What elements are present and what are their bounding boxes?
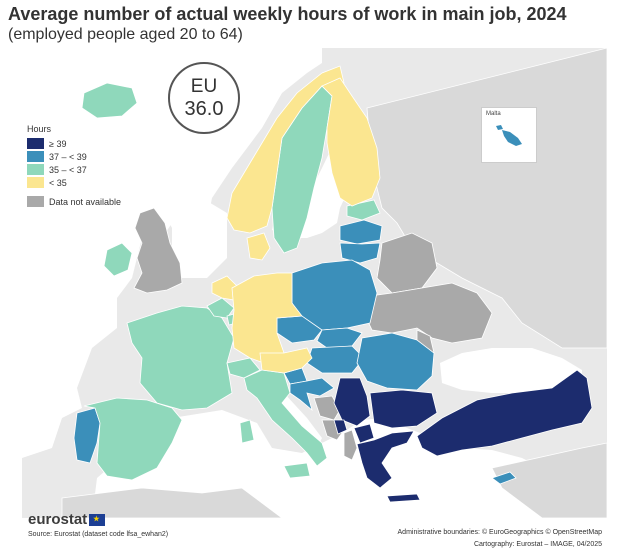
- legend-swatch: [27, 177, 44, 188]
- region-austria: [259, 347, 313, 374]
- europe-map: [22, 48, 607, 518]
- eu-average-value: 36.0: [184, 98, 224, 120]
- region-bulgaria: [369, 389, 438, 429]
- legend-item: 35 – < 37: [27, 163, 121, 176]
- legend-item-na: Data not available: [27, 195, 121, 208]
- legend-swatch: [27, 164, 44, 175]
- north-africa-land: [61, 487, 283, 518]
- map-legend: Hours ≥ 39 37 – < 39 35 – < 37 < 35 Data…: [27, 124, 121, 208]
- region-uk: [133, 207, 183, 294]
- region-bosnia-and-herzegovina: [313, 395, 341, 421]
- legend-swatch: [27, 151, 44, 162]
- map-title: Average number of actual weekly hours of…: [8, 4, 567, 24]
- region-albania: [343, 429, 358, 461]
- admin-boundaries-note: Administrative boundaries: © EuroGeograp…: [397, 529, 602, 536]
- region-turkiye: [416, 369, 593, 457]
- legend-label: ≥ 39: [49, 138, 67, 149]
- eu-flag-icon: ★: [89, 513, 106, 526]
- region-greece-crete: [386, 493, 421, 503]
- region-gozo: [496, 125, 503, 130]
- eu-average-badge: EU 36.0: [168, 62, 240, 134]
- region-germany: [231, 272, 303, 367]
- region-slovakia: [316, 327, 363, 349]
- region-romania: [356, 332, 435, 391]
- legend-label: 37 – < 39: [49, 151, 87, 162]
- legend-label: < 35: [49, 177, 67, 188]
- source-note: Source: Eurostat (dataset code lfsa_ewha…: [28, 531, 169, 538]
- eurostat-logo: eurostat ★: [28, 511, 106, 528]
- malta-inset-map: [496, 125, 522, 146]
- map-subtitle: (employed people aged 20 to 64): [8, 26, 243, 43]
- legend-swatch: [27, 196, 44, 207]
- region-north-macedonia: [353, 423, 375, 444]
- black-sea: [440, 348, 582, 393]
- region-portugal: [73, 407, 101, 464]
- region-lithuania: [339, 242, 381, 264]
- region-denmark: [246, 232, 271, 261]
- region-ireland: [103, 242, 133, 277]
- region-france: [126, 305, 235, 411]
- legend-label: 35 – < 37: [49, 164, 87, 175]
- region-spain: [83, 397, 183, 481]
- legend-swatch: [27, 138, 44, 149]
- region-italy: [243, 369, 328, 467]
- region-croatia: [289, 377, 335, 412]
- region-belgium: [206, 297, 235, 319]
- region-malta: [502, 130, 522, 146]
- legend-item: ≥ 39: [27, 137, 121, 150]
- middle-east-land: [491, 442, 607, 518]
- region-hungary: [306, 345, 365, 374]
- malta-inset: Malta: [481, 107, 537, 163]
- region-serbia: [333, 377, 371, 427]
- region-italy-sardinia: [239, 419, 255, 444]
- cartography-note: Cartography: Eurostat – IMAGE, 04/2025: [473, 541, 602, 548]
- region-italy-sicily: [283, 462, 311, 479]
- region-ukraine: [363, 282, 493, 344]
- eurostat-wordmark: eurostat: [28, 511, 88, 528]
- legend-title: Hours: [27, 124, 52, 134]
- region-latvia: [339, 219, 383, 245]
- region-montenegro: [333, 419, 348, 435]
- malta-inset-label: Malta: [486, 111, 501, 117]
- legend-item: < 35: [27, 176, 121, 189]
- mediterranean-sea: [92, 410, 582, 518]
- atlantic-sea: [22, 48, 322, 458]
- region-cyprus: [491, 471, 517, 485]
- region-belarus: [376, 232, 438, 294]
- legend-label: Data not available: [49, 196, 122, 207]
- region-switzerland: [226, 357, 261, 379]
- region-finland: [321, 77, 381, 207]
- region-greece: [356, 430, 415, 489]
- eu-average-label: EU: [190, 76, 218, 97]
- region-iceland: [81, 82, 138, 119]
- legend-item: 37 – < 39: [27, 150, 121, 163]
- russia-land: [366, 48, 607, 349]
